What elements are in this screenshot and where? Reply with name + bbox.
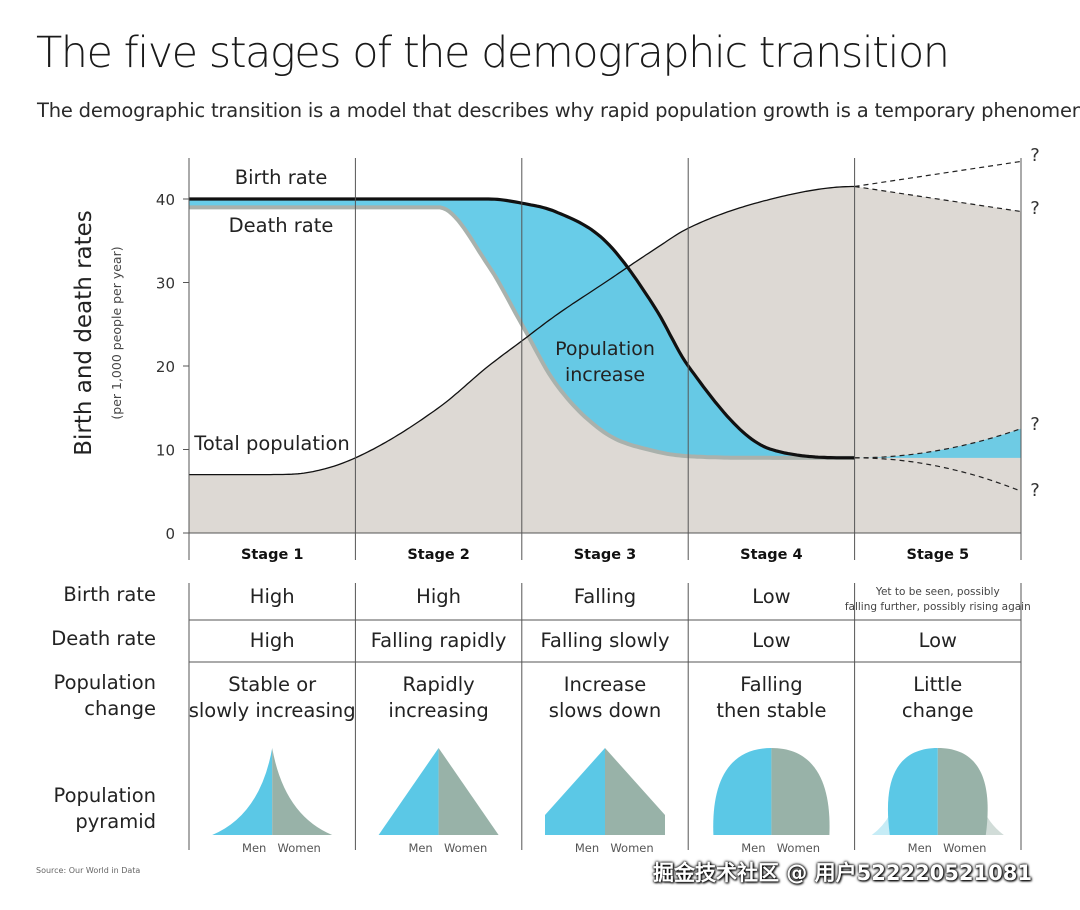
total-population-label: Total population <box>193 432 350 455</box>
table-cell: Rapidly <box>402 673 474 696</box>
pyramid-men-label: Men <box>242 841 266 855</box>
row-label: Population <box>54 671 156 694</box>
pyramid-women-label: Women <box>943 841 986 855</box>
page-title: The five stages of the demographic trans… <box>36 28 950 78</box>
stage-label: Stage 4 <box>740 547 803 563</box>
y-tick-label: 0 <box>165 525 175 543</box>
pyramid-men-label: Men <box>575 841 599 855</box>
pyramid-men-label: Men <box>741 841 765 855</box>
row-label: Death rate <box>51 627 156 650</box>
table-cell: slowly increasing <box>189 699 356 722</box>
pyramid-women-label: Women <box>610 841 653 855</box>
death-rate-projection-down <box>854 457 1022 492</box>
chart-grid <box>183 158 1022 850</box>
table-cell: High <box>416 585 461 608</box>
pyramid-men <box>713 748 772 835</box>
stage-label: Stage 5 <box>907 547 970 563</box>
y-tick-label: 30 <box>156 275 175 293</box>
y-axis-title: Birth and death rates <box>71 210 97 456</box>
table-cell: Low <box>752 629 790 652</box>
population-projection-up <box>854 160 1022 188</box>
population-projection-down <box>854 185 1022 213</box>
row-label: Birth rate <box>63 583 156 606</box>
table-cell: Low <box>752 585 790 608</box>
pyramid-men-label: Men <box>408 841 432 855</box>
question-mark: ? <box>1030 198 1040 219</box>
pyramid-men <box>212 748 273 835</box>
stage-label: Stage 2 <box>407 547 470 563</box>
row-label: change <box>84 697 156 720</box>
stage5-projected-increase <box>854 428 1021 458</box>
population-pyramids: Men Women Men Women Men Women Men Women Men Women <box>212 748 1004 855</box>
table-cell: High <box>250 585 295 608</box>
stage-label: Stage 1 <box>241 547 304 563</box>
table-cell: Yet to be seen, possibly <box>875 586 1000 598</box>
table-cell: High <box>250 629 295 652</box>
pyramid-stage-3: Men Women <box>545 748 665 855</box>
table-cell: increasing <box>388 699 488 722</box>
pyramid-women-label: Women <box>444 841 487 855</box>
pyramid-women <box>771 748 830 835</box>
table-cell: falling further, possibly rising again <box>845 601 1031 613</box>
pyramid-men-label: Men <box>908 841 932 855</box>
table-cell: Falling <box>574 585 636 608</box>
table-cell: Increase <box>564 673 647 696</box>
pyramid-men <box>545 748 605 835</box>
pyramid-women <box>438 748 499 835</box>
question-mark: ? <box>1030 145 1040 166</box>
pyramid-women <box>605 748 665 835</box>
table-cell: Falling <box>740 673 802 696</box>
pyramid-men <box>378 748 439 835</box>
table-cell: change <box>902 699 974 722</box>
pyramid-women <box>937 748 988 835</box>
table-cell: Falling rapidly <box>371 629 507 652</box>
y-tick-label: 40 <box>156 191 175 209</box>
pyramid-stage-5: Men Women <box>871 748 1004 855</box>
y-tick-label: 20 <box>156 358 175 376</box>
table-cell: then stable <box>716 699 826 722</box>
question-mark: ? <box>1030 414 1040 435</box>
source-note: Source: Our World in Data <box>36 866 141 875</box>
row-label: pyramid <box>75 810 156 833</box>
population-increase-label: increase <box>565 364 645 386</box>
pyramid-men <box>887 748 938 835</box>
chart-text: 0 10 20 30 40 Stage 1 Stage 2 Stage 3 Stage 4 Sta… <box>51 145 1040 833</box>
table-cell: Little <box>913 673 962 696</box>
death-rate-label: Death rate <box>229 214 334 237</box>
y-tick-label: 10 <box>156 442 175 460</box>
row-label: Population <box>54 784 156 807</box>
table-cell: Low <box>919 629 957 652</box>
table-cell: Stable or <box>228 673 317 696</box>
table-cell: slows down <box>549 699 661 722</box>
population-increase-label: Population <box>555 338 655 360</box>
stage-label: Stage 3 <box>574 547 637 563</box>
pyramid-women-label: Women <box>278 841 321 855</box>
pyramid-stage-4: Men Women <box>713 748 830 855</box>
birth-rate-projection-up <box>854 428 1022 459</box>
pyramid-stage-2: Men Women <box>378 748 499 855</box>
table-cell: Falling slowly <box>541 629 670 652</box>
pyramid-women-label: Women <box>777 841 820 855</box>
y-axis-subtitle: (per 1,000 people per year) <box>109 246 124 419</box>
page-subtitle: The demographic transition is a model th… <box>37 99 1080 122</box>
pyramid-stage-1: Men Women <box>212 748 333 855</box>
pyramid-women <box>272 748 333 835</box>
question-mark: ? <box>1030 480 1040 501</box>
birth-rate-label: Birth rate <box>235 166 328 189</box>
watermark: 掘金技术社区 @ 用户5222205210​81 <box>653 861 1032 885</box>
